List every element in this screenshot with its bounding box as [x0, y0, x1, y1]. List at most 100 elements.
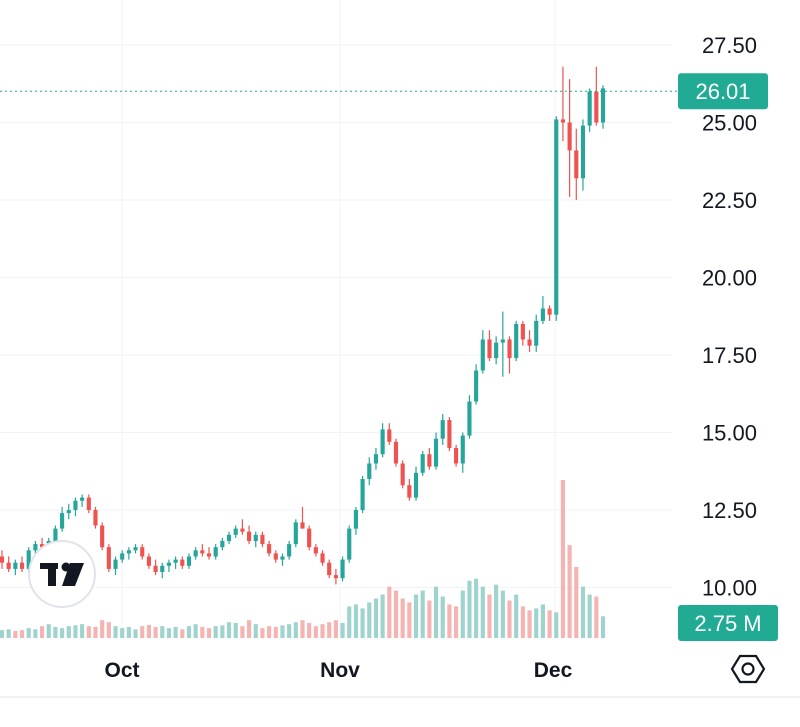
volume-bar	[507, 600, 512, 638]
candle-body	[387, 429, 392, 442]
candle-body	[226, 534, 232, 541]
volume-bar	[300, 620, 305, 638]
candle-body	[320, 553, 325, 563]
candle-body	[300, 522, 305, 529]
volume-bar	[580, 586, 586, 638]
volume-bar	[427, 600, 432, 638]
volume-bar	[554, 612, 559, 638]
volume-bar	[0, 630, 5, 638]
candle-body	[393, 441, 399, 464]
volume-bar	[320, 624, 325, 638]
volume-bar	[186, 626, 192, 638]
y-tick-label: 22.50	[702, 188, 757, 213]
candle-body	[133, 547, 138, 551]
volume-bar	[26, 628, 31, 638]
volume-bar	[360, 608, 365, 638]
volume-bar	[133, 629, 138, 638]
candle-body	[186, 556, 192, 566]
volume-bar	[80, 624, 85, 638]
candle-body	[520, 324, 525, 340]
candle-body	[193, 550, 198, 557]
volume-bar	[6, 629, 11, 638]
volume-bar	[514, 594, 519, 638]
volume-bar	[540, 604, 545, 638]
candle-body	[260, 534, 265, 545]
candle-body	[200, 550, 205, 554]
candle-body	[554, 119, 559, 315]
candle-body	[407, 485, 412, 498]
volume-bar	[387, 586, 392, 638]
y-axis: 27.50 25.00 22.50 20.00 17.50 15.00 12.50 10.00	[702, 33, 757, 601]
volume-bar	[520, 606, 525, 638]
candle-body	[527, 339, 532, 346]
candle-body	[474, 370, 479, 402]
volume-bar	[146, 624, 151, 638]
volume-bar	[420, 590, 425, 638]
y-tick-label: 10.00	[702, 576, 757, 601]
volume-bar	[273, 626, 278, 638]
volume-bar	[46, 624, 51, 638]
y-tick-label: 15.00	[702, 421, 757, 446]
volume-bar	[567, 545, 572, 638]
volume-bar	[400, 598, 405, 638]
candle-body	[173, 559, 178, 563]
candle-body	[6, 562, 11, 569]
volume-bar	[440, 596, 445, 638]
x-tick-label: Dec	[534, 659, 573, 682]
tradingview-logo-icon	[40, 562, 84, 586]
volume-bar	[333, 620, 338, 638]
candle-body	[333, 575, 338, 579]
candle-body	[327, 562, 332, 576]
volume-bar	[60, 628, 65, 638]
candle-body	[13, 562, 18, 569]
candle-body	[507, 339, 512, 359]
candle-body	[267, 544, 272, 554]
volume-bar	[467, 580, 472, 638]
volume-bar	[113, 626, 118, 638]
volume-bar	[287, 624, 292, 638]
candle-body	[126, 550, 131, 554]
volume-bar	[86, 626, 91, 638]
candle-body	[547, 308, 552, 315]
volume-bar	[393, 590, 399, 638]
candle-body	[26, 550, 31, 569]
volume-bar	[327, 622, 332, 638]
x-tick-label: Oct	[104, 659, 139, 682]
candle-body	[153, 565, 158, 572]
last-price-badge: 26.01	[678, 73, 768, 110]
x-tick-label: Nov	[320, 659, 360, 682]
candle-body	[433, 438, 439, 467]
candle-body	[587, 91, 592, 126]
volume-bar	[313, 626, 318, 638]
volume-bar	[120, 628, 125, 638]
volume-bar	[233, 622, 238, 638]
volume-bars	[0, 480, 606, 638]
settings-icon[interactable]	[730, 654, 766, 684]
candle-body	[400, 463, 405, 486]
volume-bar	[500, 590, 505, 638]
candle-body	[560, 119, 566, 123]
candle-body	[427, 454, 432, 467]
volume-bar	[66, 626, 71, 638]
candle-body	[166, 562, 172, 566]
x-axis: Oct Nov Dec	[104, 659, 572, 682]
candle-body	[534, 320, 539, 346]
candle-body	[440, 420, 445, 439]
tradingview-logo[interactable]	[28, 540, 96, 608]
y-tick-label: 27.50	[702, 33, 757, 58]
candle-body	[594, 91, 599, 123]
candle-body	[66, 510, 71, 514]
candle-body	[340, 559, 345, 579]
volume-bar	[367, 602, 372, 638]
candle-body	[180, 559, 185, 566]
volume-bar	[407, 602, 412, 638]
y-tick-label: 25.00	[702, 111, 757, 136]
volume-bar	[19, 630, 25, 638]
candle-body	[313, 547, 318, 554]
candle-body	[367, 463, 372, 479]
volume-bar	[560, 480, 566, 638]
candle-body	[600, 88, 606, 123]
candle-body	[0, 556, 5, 563]
volume-bar	[413, 594, 419, 638]
